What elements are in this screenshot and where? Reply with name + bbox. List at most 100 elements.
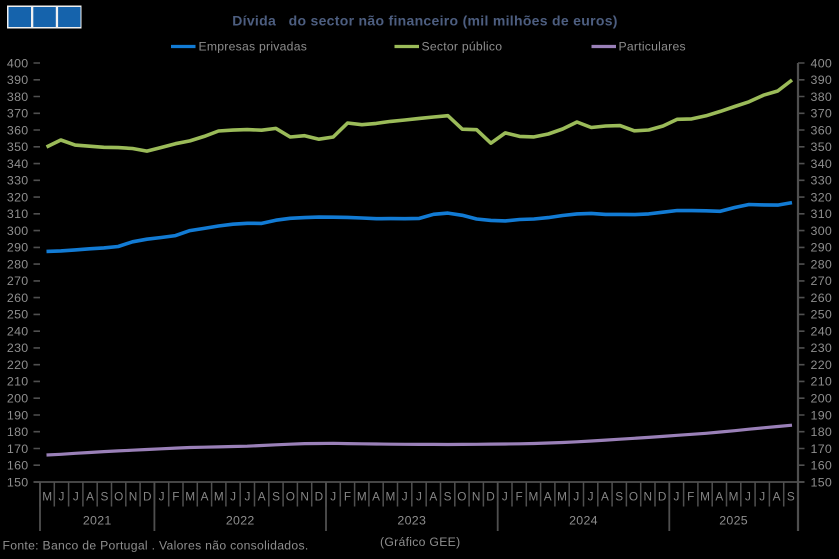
svg-text:370: 370 bbox=[7, 107, 29, 121]
svg-text:F: F bbox=[687, 490, 694, 504]
svg-text:J: J bbox=[330, 490, 336, 504]
svg-text:280: 280 bbox=[7, 257, 29, 271]
svg-text:240: 240 bbox=[7, 325, 29, 339]
svg-text:Sector público: Sector público bbox=[422, 40, 503, 54]
svg-text:2024: 2024 bbox=[569, 514, 598, 528]
svg-text:310: 310 bbox=[7, 207, 29, 221]
svg-text:J: J bbox=[244, 490, 250, 504]
svg-text:S: S bbox=[100, 490, 108, 504]
svg-text:J: J bbox=[759, 490, 765, 504]
svg-text:M: M bbox=[528, 490, 538, 504]
svg-text:A: A bbox=[86, 490, 94, 504]
svg-text:250: 250 bbox=[811, 308, 833, 322]
svg-text:390: 390 bbox=[7, 73, 29, 87]
svg-text:A: A bbox=[429, 490, 437, 504]
svg-text:180: 180 bbox=[811, 425, 833, 439]
svg-text:J: J bbox=[402, 490, 408, 504]
svg-text:170: 170 bbox=[7, 442, 29, 456]
svg-text:M: M bbox=[214, 490, 224, 504]
svg-text:N: N bbox=[300, 490, 309, 504]
svg-text:A: A bbox=[372, 490, 380, 504]
svg-text:O: O bbox=[286, 490, 295, 504]
svg-text:300: 300 bbox=[811, 224, 833, 238]
svg-text:J: J bbox=[59, 490, 65, 504]
svg-text:230: 230 bbox=[811, 341, 833, 355]
svg-text:Fonte: Banco de Portugal . Val: Fonte: Banco de Portugal . Valores não c… bbox=[3, 539, 309, 553]
svg-text:220: 220 bbox=[7, 358, 29, 372]
svg-text:220: 220 bbox=[811, 358, 833, 372]
svg-text:230: 230 bbox=[7, 341, 29, 355]
svg-text:J: J bbox=[230, 490, 236, 504]
svg-text:190: 190 bbox=[7, 408, 29, 422]
svg-text:J: J bbox=[159, 490, 165, 504]
svg-text:210: 210 bbox=[7, 375, 29, 389]
svg-text:150: 150 bbox=[7, 475, 29, 489]
svg-text:Dívida do sector não finance: Dívida do sector não financeiro (mil mil… bbox=[232, 13, 618, 29]
svg-text:Empresas privadas: Empresas privadas bbox=[199, 40, 308, 54]
svg-text:330: 330 bbox=[811, 174, 833, 188]
svg-text:180: 180 bbox=[7, 425, 29, 439]
svg-text:340: 340 bbox=[811, 157, 833, 171]
svg-text:320: 320 bbox=[7, 190, 29, 204]
svg-text:J: J bbox=[673, 490, 679, 504]
svg-text:160: 160 bbox=[7, 459, 29, 473]
svg-text:N: N bbox=[644, 490, 653, 504]
svg-text:A: A bbox=[715, 490, 723, 504]
svg-text:J: J bbox=[416, 490, 422, 504]
svg-text:250: 250 bbox=[7, 308, 29, 322]
svg-text:S: S bbox=[787, 490, 795, 504]
svg-text:S: S bbox=[444, 490, 452, 504]
svg-text:N: N bbox=[472, 490, 481, 504]
svg-text:M: M bbox=[357, 490, 367, 504]
svg-text:N: N bbox=[129, 490, 138, 504]
svg-text:D: D bbox=[315, 490, 324, 504]
svg-text:310: 310 bbox=[811, 207, 833, 221]
svg-text:200: 200 bbox=[7, 392, 29, 406]
svg-text:280: 280 bbox=[811, 257, 833, 271]
svg-text:260: 260 bbox=[811, 291, 833, 305]
svg-text:200: 200 bbox=[811, 392, 833, 406]
svg-text:J: J bbox=[502, 490, 508, 504]
svg-text:A: A bbox=[544, 490, 552, 504]
svg-text:F: F bbox=[172, 490, 179, 504]
svg-text:(Gráfico GEE): (Gráfico GEE) bbox=[380, 535, 460, 549]
svg-text:160: 160 bbox=[811, 459, 833, 473]
svg-text:O: O bbox=[457, 490, 466, 504]
svg-text:F: F bbox=[515, 490, 522, 504]
svg-text:D: D bbox=[658, 490, 667, 504]
svg-text:290: 290 bbox=[7, 241, 29, 255]
svg-text:190: 190 bbox=[811, 408, 833, 422]
svg-text:J: J bbox=[573, 490, 579, 504]
svg-text:360: 360 bbox=[7, 123, 29, 137]
svg-text:J: J bbox=[73, 490, 79, 504]
svg-text:D: D bbox=[143, 490, 152, 504]
svg-text:290: 290 bbox=[811, 241, 833, 255]
svg-text:350: 350 bbox=[7, 140, 29, 154]
svg-text:270: 270 bbox=[811, 274, 833, 288]
svg-text:A: A bbox=[258, 490, 266, 504]
svg-text:O: O bbox=[114, 490, 123, 504]
svg-text:S: S bbox=[615, 490, 623, 504]
svg-text:210: 210 bbox=[811, 375, 833, 389]
svg-text:M: M bbox=[185, 490, 195, 504]
svg-text:J: J bbox=[745, 490, 751, 504]
svg-text:320: 320 bbox=[811, 190, 833, 204]
svg-text:A: A bbox=[773, 490, 781, 504]
svg-text:340: 340 bbox=[7, 157, 29, 171]
svg-text:330: 330 bbox=[7, 174, 29, 188]
svg-text:F: F bbox=[344, 490, 351, 504]
svg-text:390: 390 bbox=[811, 73, 833, 87]
svg-text:M: M bbox=[385, 490, 395, 504]
svg-text:A: A bbox=[201, 490, 209, 504]
svg-text:M: M bbox=[700, 490, 710, 504]
svg-text:O: O bbox=[629, 490, 638, 504]
svg-text:M: M bbox=[557, 490, 567, 504]
svg-text:400: 400 bbox=[811, 56, 833, 70]
svg-text:350: 350 bbox=[811, 140, 833, 154]
svg-text:2023: 2023 bbox=[397, 514, 426, 528]
svg-text:M: M bbox=[729, 490, 739, 504]
svg-text:240: 240 bbox=[811, 325, 833, 339]
svg-text:260: 260 bbox=[7, 291, 29, 305]
svg-text:S: S bbox=[272, 490, 280, 504]
svg-text:150: 150 bbox=[811, 475, 833, 489]
